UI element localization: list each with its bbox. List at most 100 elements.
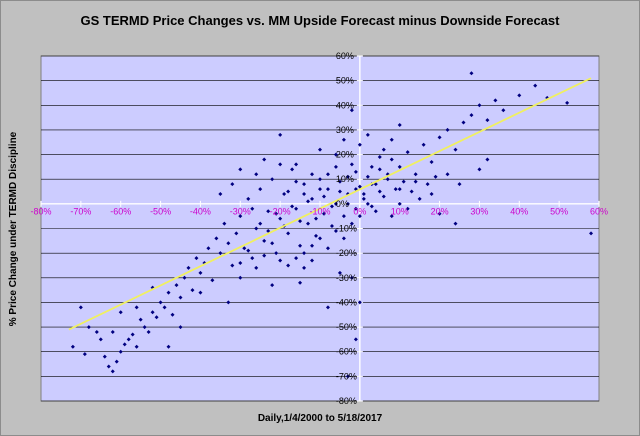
y-tick-label: 60% xyxy=(336,51,354,61)
data-point xyxy=(589,231,594,236)
data-point xyxy=(318,236,322,241)
data-point xyxy=(94,330,99,334)
data-point xyxy=(254,226,259,231)
data-point xyxy=(126,337,131,342)
x-tick-label: 40% xyxy=(510,206,528,216)
data-point xyxy=(477,103,482,108)
data-point xyxy=(353,206,358,211)
data-points xyxy=(70,71,594,379)
data-point xyxy=(377,189,382,194)
data-point xyxy=(341,214,346,219)
data-point xyxy=(501,108,506,113)
data-point xyxy=(401,179,406,184)
data-point xyxy=(445,172,450,177)
data-point xyxy=(413,172,418,177)
data-point xyxy=(333,164,338,169)
data-point xyxy=(270,241,275,246)
data-point xyxy=(469,113,474,118)
data-point xyxy=(533,83,538,88)
data-point xyxy=(318,177,322,182)
data-point xyxy=(469,71,474,76)
data-point xyxy=(118,349,123,354)
data-point xyxy=(198,270,203,275)
data-point xyxy=(357,214,362,219)
data-point xyxy=(393,187,398,192)
data-point xyxy=(78,305,83,310)
data-point xyxy=(110,369,115,374)
x-tick-label: 20% xyxy=(431,206,449,216)
data-point xyxy=(270,177,275,182)
data-point xyxy=(218,192,223,196)
y-tick-label: -50% xyxy=(336,322,357,332)
data-point xyxy=(282,192,287,196)
data-point xyxy=(146,330,151,334)
y-tick-label: -10% xyxy=(336,224,357,234)
data-point xyxy=(290,204,295,209)
data-point xyxy=(178,325,183,330)
data-point xyxy=(349,221,354,226)
data-point xyxy=(565,100,570,105)
data-point xyxy=(377,167,382,172)
data-point xyxy=(437,135,442,140)
data-point xyxy=(158,300,163,305)
data-point xyxy=(302,192,307,196)
y-tick-label: -60% xyxy=(336,347,357,357)
data-point xyxy=(238,167,243,172)
data-point xyxy=(274,211,279,216)
data-point xyxy=(325,187,330,192)
data-point xyxy=(421,142,426,147)
y-tick-label: 50% xyxy=(336,76,354,86)
data-point xyxy=(250,206,255,211)
data-point xyxy=(290,167,295,172)
data-point xyxy=(369,164,374,169)
y-tick-label: -20% xyxy=(336,248,357,258)
data-point xyxy=(353,169,358,174)
data-point xyxy=(341,236,346,241)
data-point xyxy=(433,174,438,179)
data-point xyxy=(329,224,334,229)
data-point xyxy=(246,248,251,253)
data-point xyxy=(222,221,227,226)
y-tick-label: 0% xyxy=(336,199,349,209)
data-point xyxy=(230,182,235,187)
data-point xyxy=(397,164,402,169)
x-tick-label: 10% xyxy=(391,206,409,216)
data-point xyxy=(270,283,275,288)
data-point xyxy=(298,280,303,285)
data-point xyxy=(130,332,135,337)
data-point xyxy=(226,300,231,305)
data-point xyxy=(262,238,267,243)
data-point xyxy=(134,344,139,349)
data-point xyxy=(122,342,127,347)
data-point xyxy=(210,278,215,283)
y-axis-title: % Price Change under TERMD Discipline xyxy=(8,131,19,326)
trendline-group xyxy=(68,77,592,331)
y-tick-label: -40% xyxy=(336,297,357,307)
x-tick-label: -50% xyxy=(150,206,171,216)
data-point xyxy=(258,221,263,226)
data-point xyxy=(138,317,143,322)
data-point xyxy=(110,330,115,334)
data-point xyxy=(194,256,199,261)
data-point xyxy=(246,196,251,201)
data-point xyxy=(266,209,271,214)
data-point xyxy=(174,283,179,288)
data-point xyxy=(453,221,458,226)
data-point xyxy=(294,179,299,184)
data-point xyxy=(302,182,307,187)
x-tick-label: -70% xyxy=(70,206,91,216)
data-point xyxy=(306,199,311,204)
data-point xyxy=(226,241,231,246)
data-point xyxy=(294,206,299,211)
data-point xyxy=(429,159,434,164)
data-point xyxy=(353,337,358,342)
data-point xyxy=(365,174,370,179)
data-point xyxy=(349,162,354,167)
data-point xyxy=(150,310,155,315)
data-point xyxy=(409,189,414,194)
data-point xyxy=(114,359,119,364)
data-point xyxy=(286,231,291,236)
x-tick-labels: -80% -70% -60% -50% -40% -30% -20% -10% 0% 10% 20%… xyxy=(30,206,608,216)
